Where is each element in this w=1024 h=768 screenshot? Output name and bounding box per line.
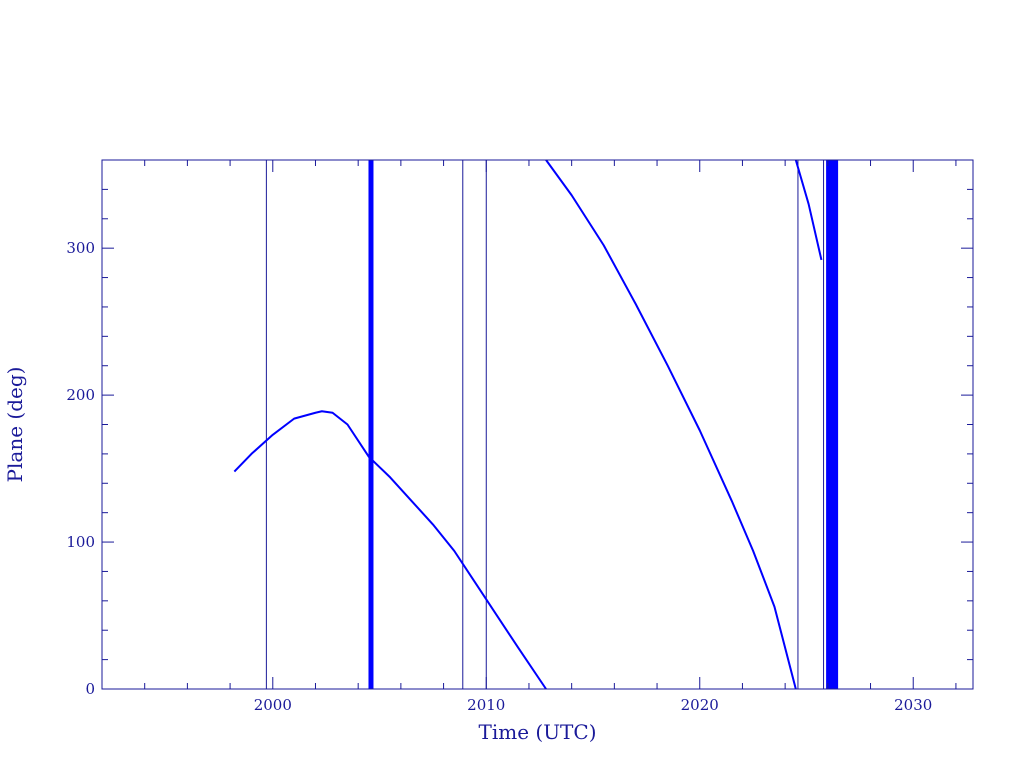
y-tick-label: 200: [66, 386, 95, 404]
tick-labels: 2000 2010 2020 2030 0 100 200 300: [66, 239, 932, 714]
series-line-2: [794, 159, 823, 261]
axis-ticks: [101, 159, 973, 690]
x-axis-label: Time (UTC): [479, 720, 597, 744]
x-tick-label: 2010: [467, 696, 505, 714]
plot-frame: [101, 159, 974, 690]
series-line-0: [233, 410, 547, 690]
plot-series: [233, 159, 823, 690]
x-tick-label: 2000: [254, 696, 292, 714]
series-line-1: [545, 159, 797, 690]
vertical-markers: [265, 160, 839, 689]
y-axis-label: Plane (deg): [3, 367, 27, 483]
x-tick-label: 2020: [681, 696, 719, 714]
x-tick-label: 2030: [894, 696, 932, 714]
y-tick-label: 300: [66, 239, 95, 257]
y-tick-label: 100: [66, 533, 95, 551]
y-tick-label: 0: [85, 680, 95, 698]
